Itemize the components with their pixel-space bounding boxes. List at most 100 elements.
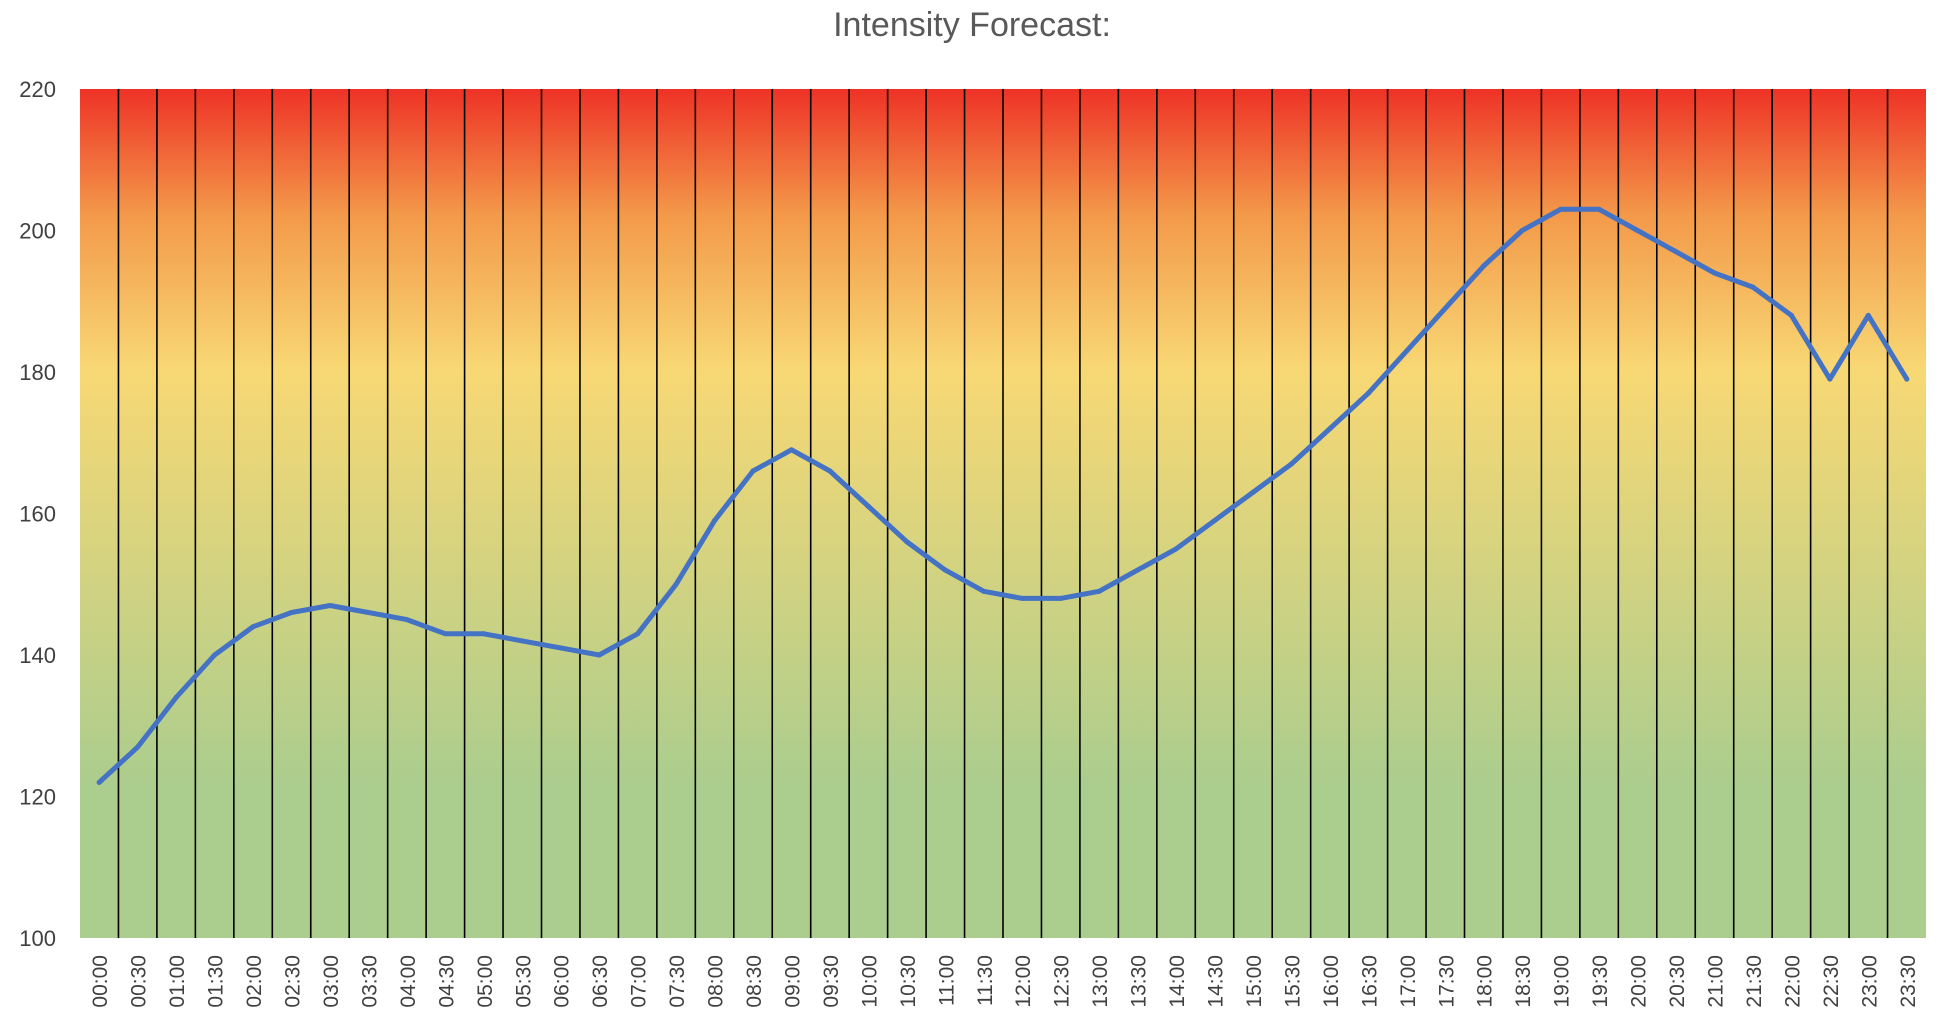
- x-tick-label: 18:00: [1474, 955, 1497, 1008]
- data-point: [519, 638, 525, 644]
- x-tick-label: 23:00: [1858, 955, 1881, 1008]
- x-tick-label: 02:00: [243, 955, 266, 1008]
- data-point: [1865, 312, 1871, 318]
- y-tick-label: 100: [19, 926, 56, 951]
- x-tick-label: 10:30: [897, 955, 920, 1008]
- y-tick-label: 160: [19, 502, 56, 527]
- x-tick-label: 19:00: [1551, 955, 1574, 1008]
- data-point: [558, 645, 564, 651]
- data-point: [1558, 206, 1564, 212]
- data-point: [1173, 546, 1179, 552]
- y-tick-label: 220: [19, 77, 56, 102]
- x-tick-label: 08:30: [743, 955, 766, 1008]
- data-point: [1596, 206, 1602, 212]
- x-tick-label: 22:30: [1820, 955, 1843, 1008]
- x-tick-label: 05:00: [474, 955, 497, 1008]
- x-tick-label: 01:00: [166, 955, 189, 1008]
- x-tick-label: 11:30: [974, 955, 997, 1006]
- x-tick-label: 16:30: [1358, 955, 1381, 1008]
- data-point: [1288, 461, 1294, 467]
- data-point: [1250, 489, 1256, 495]
- data-point: [981, 588, 987, 594]
- y-axis-tick-labels: 100 120 140 160 180 200 220: [19, 77, 56, 951]
- data-point: [1788, 312, 1794, 318]
- data-point: [1750, 284, 1756, 290]
- x-tick-label: 22:00: [1781, 955, 1804, 1008]
- x-tick-label: 16:00: [1320, 955, 1343, 1008]
- x-tick-label: 04:30: [435, 955, 458, 1008]
- x-tick-label: 08:00: [705, 955, 728, 1008]
- x-tick-label: 00:00: [89, 955, 112, 1008]
- chart-title: Intensity Forecast:: [833, 6, 1111, 44]
- x-tick-label: 23:30: [1897, 955, 1920, 1008]
- data-point: [788, 447, 794, 453]
- x-tick-label: 20:00: [1628, 955, 1651, 1008]
- data-point: [904, 539, 910, 545]
- data-point: [1019, 595, 1025, 601]
- data-point: [327, 602, 333, 608]
- data-point: [250, 624, 256, 630]
- x-tick-label: 15:00: [1243, 955, 1266, 1008]
- x-tick-label: 15:30: [1281, 955, 1304, 1008]
- data-point: [596, 652, 602, 658]
- data-point: [1904, 376, 1910, 382]
- series-line: [96, 206, 1910, 785]
- data-point: [1519, 228, 1525, 233]
- x-tick-label: 00:30: [128, 955, 151, 1008]
- x-tick-label: 13:00: [1089, 955, 1112, 1008]
- x-tick-label: 13:30: [1128, 955, 1151, 1008]
- series-line-group: [96, 206, 1910, 785]
- data-point: [1442, 305, 1448, 311]
- x-tick-label: 17:00: [1397, 955, 1420, 1008]
- data-point: [1404, 348, 1410, 354]
- data-point: [1673, 249, 1679, 255]
- data-point: [1327, 426, 1333, 432]
- x-tick-label: 09:00: [781, 955, 804, 1008]
- data-point: [289, 610, 295, 616]
- data-point: [1058, 595, 1064, 601]
- data-point: [635, 631, 641, 637]
- x-tick-label: 04:00: [397, 955, 420, 1008]
- x-tick-label: 10:00: [858, 955, 881, 1008]
- data-point: [865, 503, 871, 509]
- data-point: [1481, 263, 1487, 269]
- x-tick-label: 01:30: [205, 955, 228, 1008]
- data-point: [750, 468, 756, 474]
- x-tick-label: 03:30: [358, 955, 381, 1008]
- data-point: [481, 631, 487, 637]
- vertical-grid-lines: [117, 89, 1889, 938]
- data-point: [1096, 588, 1102, 594]
- y-tick-label: 180: [19, 360, 56, 385]
- data-point: [135, 744, 141, 750]
- data-point: [1365, 390, 1371, 396]
- data-point: [1711, 270, 1717, 276]
- data-point: [442, 631, 448, 637]
- data-point: [173, 694, 179, 700]
- data-point: [365, 610, 371, 616]
- x-tick-label: 07:00: [628, 955, 651, 1008]
- x-tick-label: 12:30: [1051, 955, 1074, 1008]
- x-tick-label: 09:30: [820, 955, 843, 1008]
- data-point: [1635, 228, 1641, 233]
- x-tick-label: 03:00: [320, 955, 343, 1008]
- data-point: [1212, 518, 1218, 524]
- x-tick-label: 20:30: [1666, 955, 1689, 1008]
- x-tick-label: 06:30: [589, 955, 612, 1008]
- data-point: [212, 652, 218, 658]
- data-point: [673, 581, 679, 587]
- x-tick-label: 06:00: [551, 955, 574, 1008]
- y-tick-label: 120: [19, 785, 56, 810]
- x-tick-label: 21:00: [1704, 955, 1727, 1008]
- data-point: [96, 779, 102, 785]
- x-tick-label: 14:30: [1205, 955, 1228, 1008]
- x-axis-tick-labels: 00:00 00:30 01:00 01:30 02:00 02:30 03:00 03:30…: [89, 955, 1920, 1008]
- x-tick-label: 18:30: [1512, 955, 1535, 1008]
- y-tick-label: 140: [19, 643, 56, 668]
- y-tick-label: 200: [19, 219, 56, 244]
- x-tick-label: 12:00: [1012, 955, 1035, 1008]
- x-tick-label: 05:30: [512, 955, 535, 1008]
- data-point: [827, 468, 833, 474]
- x-tick-label: 11:00: [935, 955, 958, 1006]
- x-tick-label: 17:30: [1435, 955, 1458, 1008]
